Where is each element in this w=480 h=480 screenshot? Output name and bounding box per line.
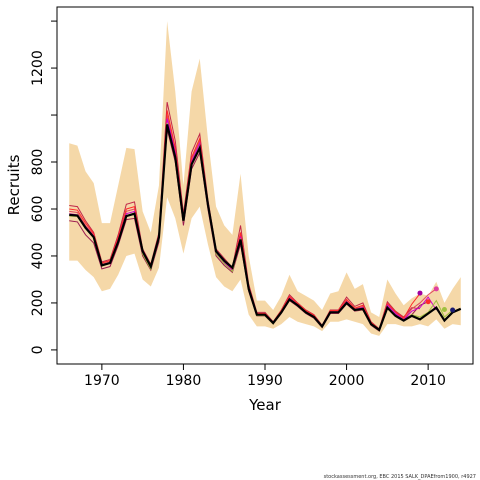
endpoint-marker (441, 307, 447, 313)
endpoint-marker (450, 307, 456, 313)
x-tick-label: 1970 (84, 373, 120, 389)
x-tick-label: 2000 (329, 373, 365, 389)
y-tick-label: 1200 (30, 50, 46, 86)
x-axis: 1970 1980 1990 2000 2010 (84, 364, 446, 389)
y-tick-label: 400 (30, 243, 46, 270)
main-series-line (69, 124, 462, 332)
y-tick-label: 600 (30, 196, 46, 223)
endpoint-marker (425, 299, 431, 305)
y-axis-label: Recruits (5, 154, 23, 215)
confidence-band-area (69, 21, 461, 336)
x-axis-label: Year (248, 396, 282, 414)
y-tick-label: 800 (30, 149, 46, 176)
retro-series-line (69, 102, 421, 330)
footer-credit: stockassessment.org, EBC 2015 SALK_DPAEf… (323, 474, 476, 480)
series-layer (69, 102, 462, 332)
y-tick-label: 200 (30, 290, 46, 317)
y-tick-label: 0 (30, 345, 46, 354)
x-tick-label: 1980 (166, 373, 202, 389)
x-tick-label: 2010 (410, 373, 446, 389)
endpoint-marker (433, 286, 439, 292)
confidence-band (69, 21, 461, 336)
endpoint-markers (417, 286, 456, 313)
y-axis: 0 200 400 600 800 1200 (30, 20, 57, 354)
x-tick-label: 1990 (247, 373, 283, 389)
endpoint-marker (417, 290, 423, 296)
